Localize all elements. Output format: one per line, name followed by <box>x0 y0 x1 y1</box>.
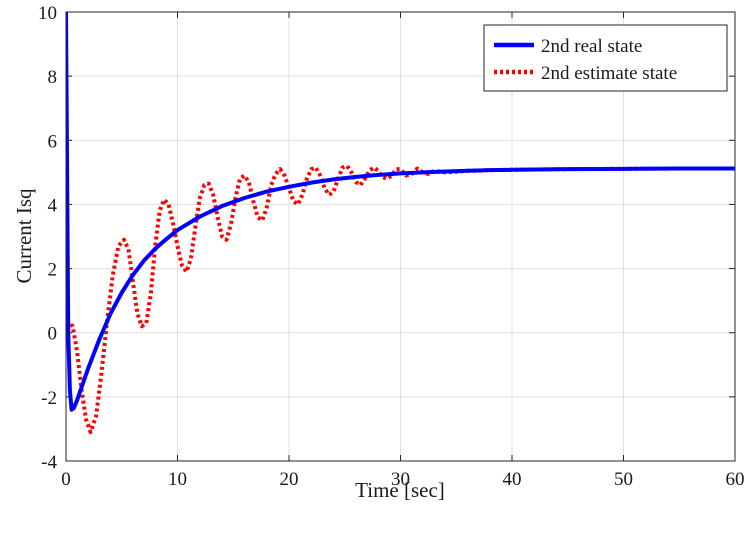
y-tick-label: 0 <box>48 324 58 345</box>
series-line-estimate-state <box>66 163 735 435</box>
legend-label-real: 2nd real state <box>541 36 642 57</box>
series-layer <box>66 12 735 435</box>
y-tick-label: 2 <box>48 260 58 281</box>
x-tick-label: 30 <box>391 469 410 490</box>
y-tick-label: -2 <box>41 388 57 409</box>
legend: 2nd real state 2nd estimate state <box>483 24 728 92</box>
y-tick-label: 6 <box>48 131 58 152</box>
y-axis-label: Current Isq <box>12 188 36 284</box>
legend-box <box>483 24 728 92</box>
x-tick-label: 0 <box>61 469 71 490</box>
x-tick-label: 20 <box>280 469 299 490</box>
y-tick-label: 10 <box>38 3 57 24</box>
x-tick-label: 60 <box>726 469 745 490</box>
y-tick-label: 4 <box>48 195 58 216</box>
legend-label-estimate: 2nd estimate state <box>541 63 677 84</box>
x-tick-label: 40 <box>503 469 522 490</box>
axis-ticks: 0 10 20 30 40 50 60 -4 -2 0 2 4 6 8 10 <box>38 3 745 490</box>
x-tick-label: 50 <box>614 469 633 490</box>
y-tick-label: 8 <box>48 67 58 88</box>
series-line-real-state <box>66 12 735 412</box>
y-tick-label: -4 <box>41 452 57 473</box>
x-tick-label: 10 <box>168 469 187 490</box>
x-axis-label: Time [sec] <box>355 478 445 502</box>
